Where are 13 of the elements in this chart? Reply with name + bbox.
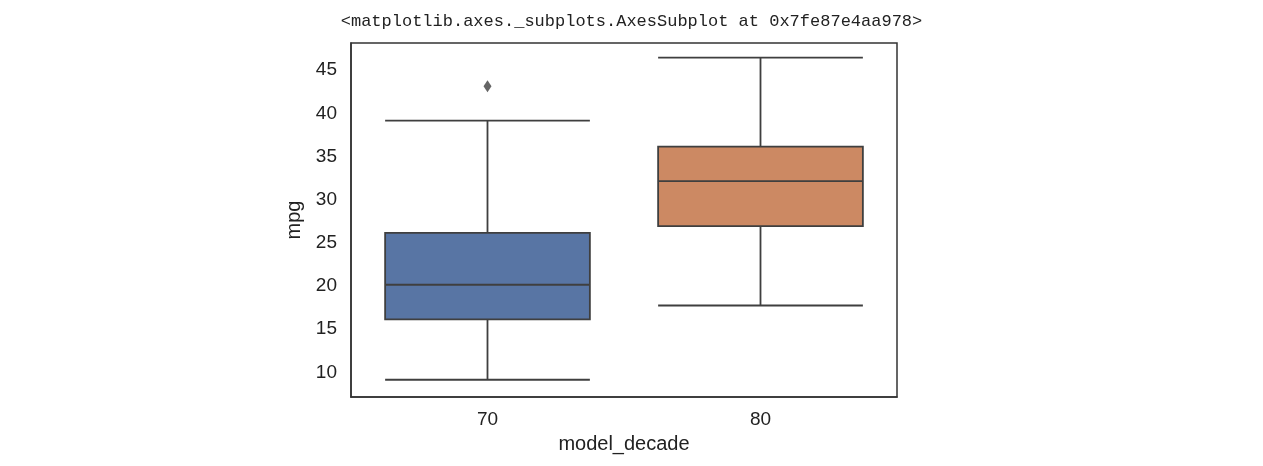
- x-axis-title: model_decade: [558, 431, 690, 455]
- y-tick-label: 35: [315, 144, 337, 166]
- y-tick-label: 30: [315, 187, 337, 209]
- y-tick-label: 10: [315, 360, 337, 382]
- x-tick-label: 80: [749, 408, 772, 429]
- chart-title: <matplotlib.axes._subplots.AxesSubplot at 0x7fe87e4aa978>: [340, 12, 923, 31]
- y-tick-label: 40: [315, 101, 337, 123]
- y-axis-title: mpg: [282, 200, 304, 240]
- y-tick-label: 45: [315, 58, 337, 80]
- y-tick-label: 25: [315, 231, 337, 253]
- y-tick-label: 20: [315, 274, 337, 296]
- x-tick-label: 70: [476, 408, 499, 429]
- y-tick-label: 15: [315, 317, 337, 339]
